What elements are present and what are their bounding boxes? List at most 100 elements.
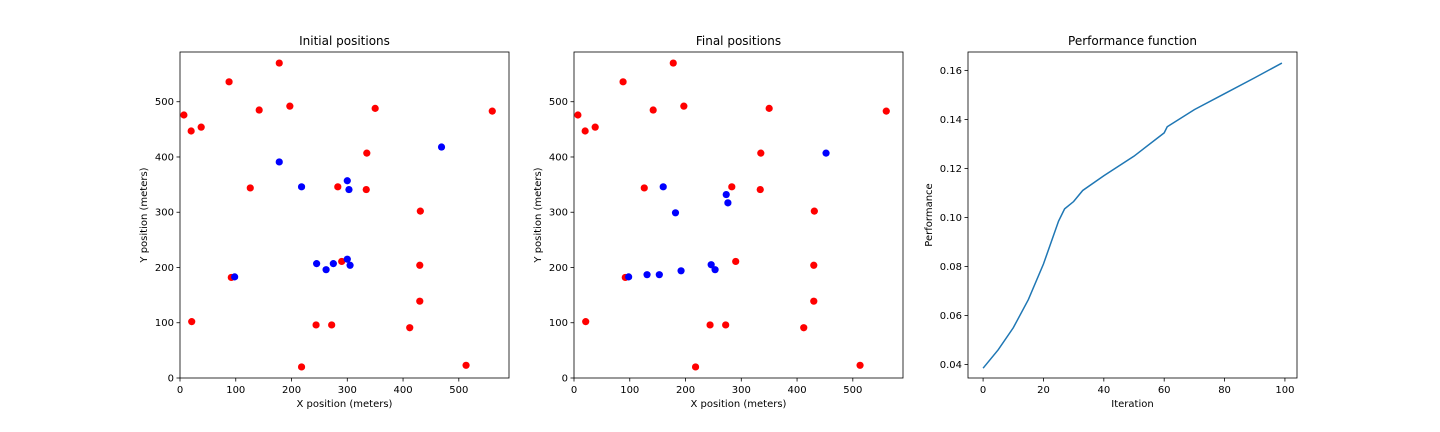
data-point <box>231 273 239 281</box>
data-point <box>711 266 719 274</box>
y-tick-label: 0.10 <box>940 213 962 224</box>
chart-final-positions: Final positions 0 100 200 300 400 500 0 100 200 30… <box>533 34 904 410</box>
data-point <box>255 106 263 114</box>
x-tick-label: 40 <box>1097 385 1110 396</box>
x-tick-label: 500 <box>449 385 468 396</box>
x-axis-label: X position (meters) <box>691 399 787 410</box>
chart-title: Initial positions <box>299 34 390 48</box>
x-tick-label: 100 <box>620 385 639 396</box>
data-point <box>180 111 188 119</box>
x-tick-label: 20 <box>1037 385 1050 396</box>
data-point <box>625 273 633 281</box>
data-point <box>343 177 351 185</box>
data-point <box>582 318 590 326</box>
data-point <box>371 104 379 112</box>
data-point <box>680 102 688 110</box>
x-tick-label: 60 <box>1158 385 1171 396</box>
y-axis-label: Y position (meters) <box>533 167 544 263</box>
data-point <box>328 321 336 329</box>
data-point <box>765 104 773 112</box>
y-tick-label: 100 <box>155 318 174 329</box>
x-tick-label: 400 <box>394 385 413 396</box>
data-point <box>649 106 657 114</box>
x-tick-label: 300 <box>338 385 357 396</box>
data-point <box>882 107 890 115</box>
data-point <box>732 257 740 266</box>
x-tick-label: 0 <box>177 385 183 396</box>
data-point <box>362 185 370 194</box>
data-point <box>246 184 254 192</box>
y-tick-label: 100 <box>549 318 568 329</box>
x-tick-label: 300 <box>732 385 751 396</box>
axes-frame <box>573 51 904 379</box>
data-point <box>581 127 589 135</box>
data-point <box>728 183 736 191</box>
data-point <box>800 324 808 332</box>
data-point <box>346 261 354 269</box>
data-point <box>322 266 330 274</box>
data-point <box>297 183 306 191</box>
y-axis-label: Performance <box>924 183 935 246</box>
data-point <box>659 183 667 191</box>
y-tick-label: 0 <box>168 374 174 385</box>
data-point <box>822 149 830 157</box>
data-point <box>722 190 730 199</box>
data-point <box>197 123 205 131</box>
x-tick-label: 80 <box>1218 385 1231 396</box>
y-tick-label: 300 <box>549 208 568 219</box>
y-tick-label: 0.06 <box>940 311 962 322</box>
y-tick-label: 0.12 <box>940 164 962 175</box>
x-tick-label: 0 <box>980 385 986 396</box>
data-point <box>329 260 337 268</box>
data-point <box>343 255 351 263</box>
y-tick-label: 500 <box>549 97 568 108</box>
chart-title: Final positions <box>696 34 781 48</box>
data-point <box>619 78 627 86</box>
chart-title: Performance function <box>1068 34 1197 48</box>
x-tick-label: 200 <box>676 385 695 396</box>
data-point <box>286 102 294 110</box>
data-point <box>856 361 864 369</box>
y-tick-label: 0.16 <box>940 66 962 77</box>
x-axis-label: X position (meters) <box>297 399 393 410</box>
data-point <box>275 158 283 166</box>
data-point <box>363 149 371 157</box>
data-point <box>655 271 663 279</box>
data-point <box>724 199 732 207</box>
x-tick-label: 500 <box>843 385 862 396</box>
data-point <box>706 321 714 329</box>
y-tick-label: 300 <box>155 208 174 219</box>
data-point <box>757 149 765 157</box>
x-tick-label: 400 <box>788 385 807 396</box>
data-point <box>677 267 685 275</box>
data-point <box>188 318 196 326</box>
data-point <box>416 261 424 269</box>
data-point <box>406 324 414 332</box>
data-point <box>225 78 233 86</box>
x-axis-label: Iteration <box>1111 399 1153 410</box>
data-point <box>707 261 715 269</box>
y-tick-label: 400 <box>155 152 174 163</box>
y-tick-label: 0 <box>562 374 568 385</box>
data-point <box>338 257 346 266</box>
chart-performance-function: Performance function 0 20 40 60 80 100 0.04 0.06… <box>924 34 1298 410</box>
data-point <box>312 321 320 329</box>
data-point <box>437 143 446 151</box>
data-point <box>640 184 648 192</box>
axes-frame <box>179 51 510 379</box>
data-point <box>810 207 818 215</box>
y-tick-label: 200 <box>549 263 568 274</box>
axes-frame <box>967 51 1298 379</box>
data-point <box>488 107 496 115</box>
data-point <box>416 297 424 305</box>
data-point <box>669 59 677 67</box>
data-point <box>313 260 321 268</box>
data-point <box>416 207 424 215</box>
data-point <box>810 261 818 269</box>
data-point <box>297 363 306 371</box>
x-tick-label: 0 <box>571 385 577 396</box>
y-axis-label: Y position (meters) <box>139 167 150 263</box>
y-tick-label: 0.08 <box>940 262 962 273</box>
series-line <box>982 62 1283 369</box>
x-tick-label: 100 <box>1275 385 1294 396</box>
